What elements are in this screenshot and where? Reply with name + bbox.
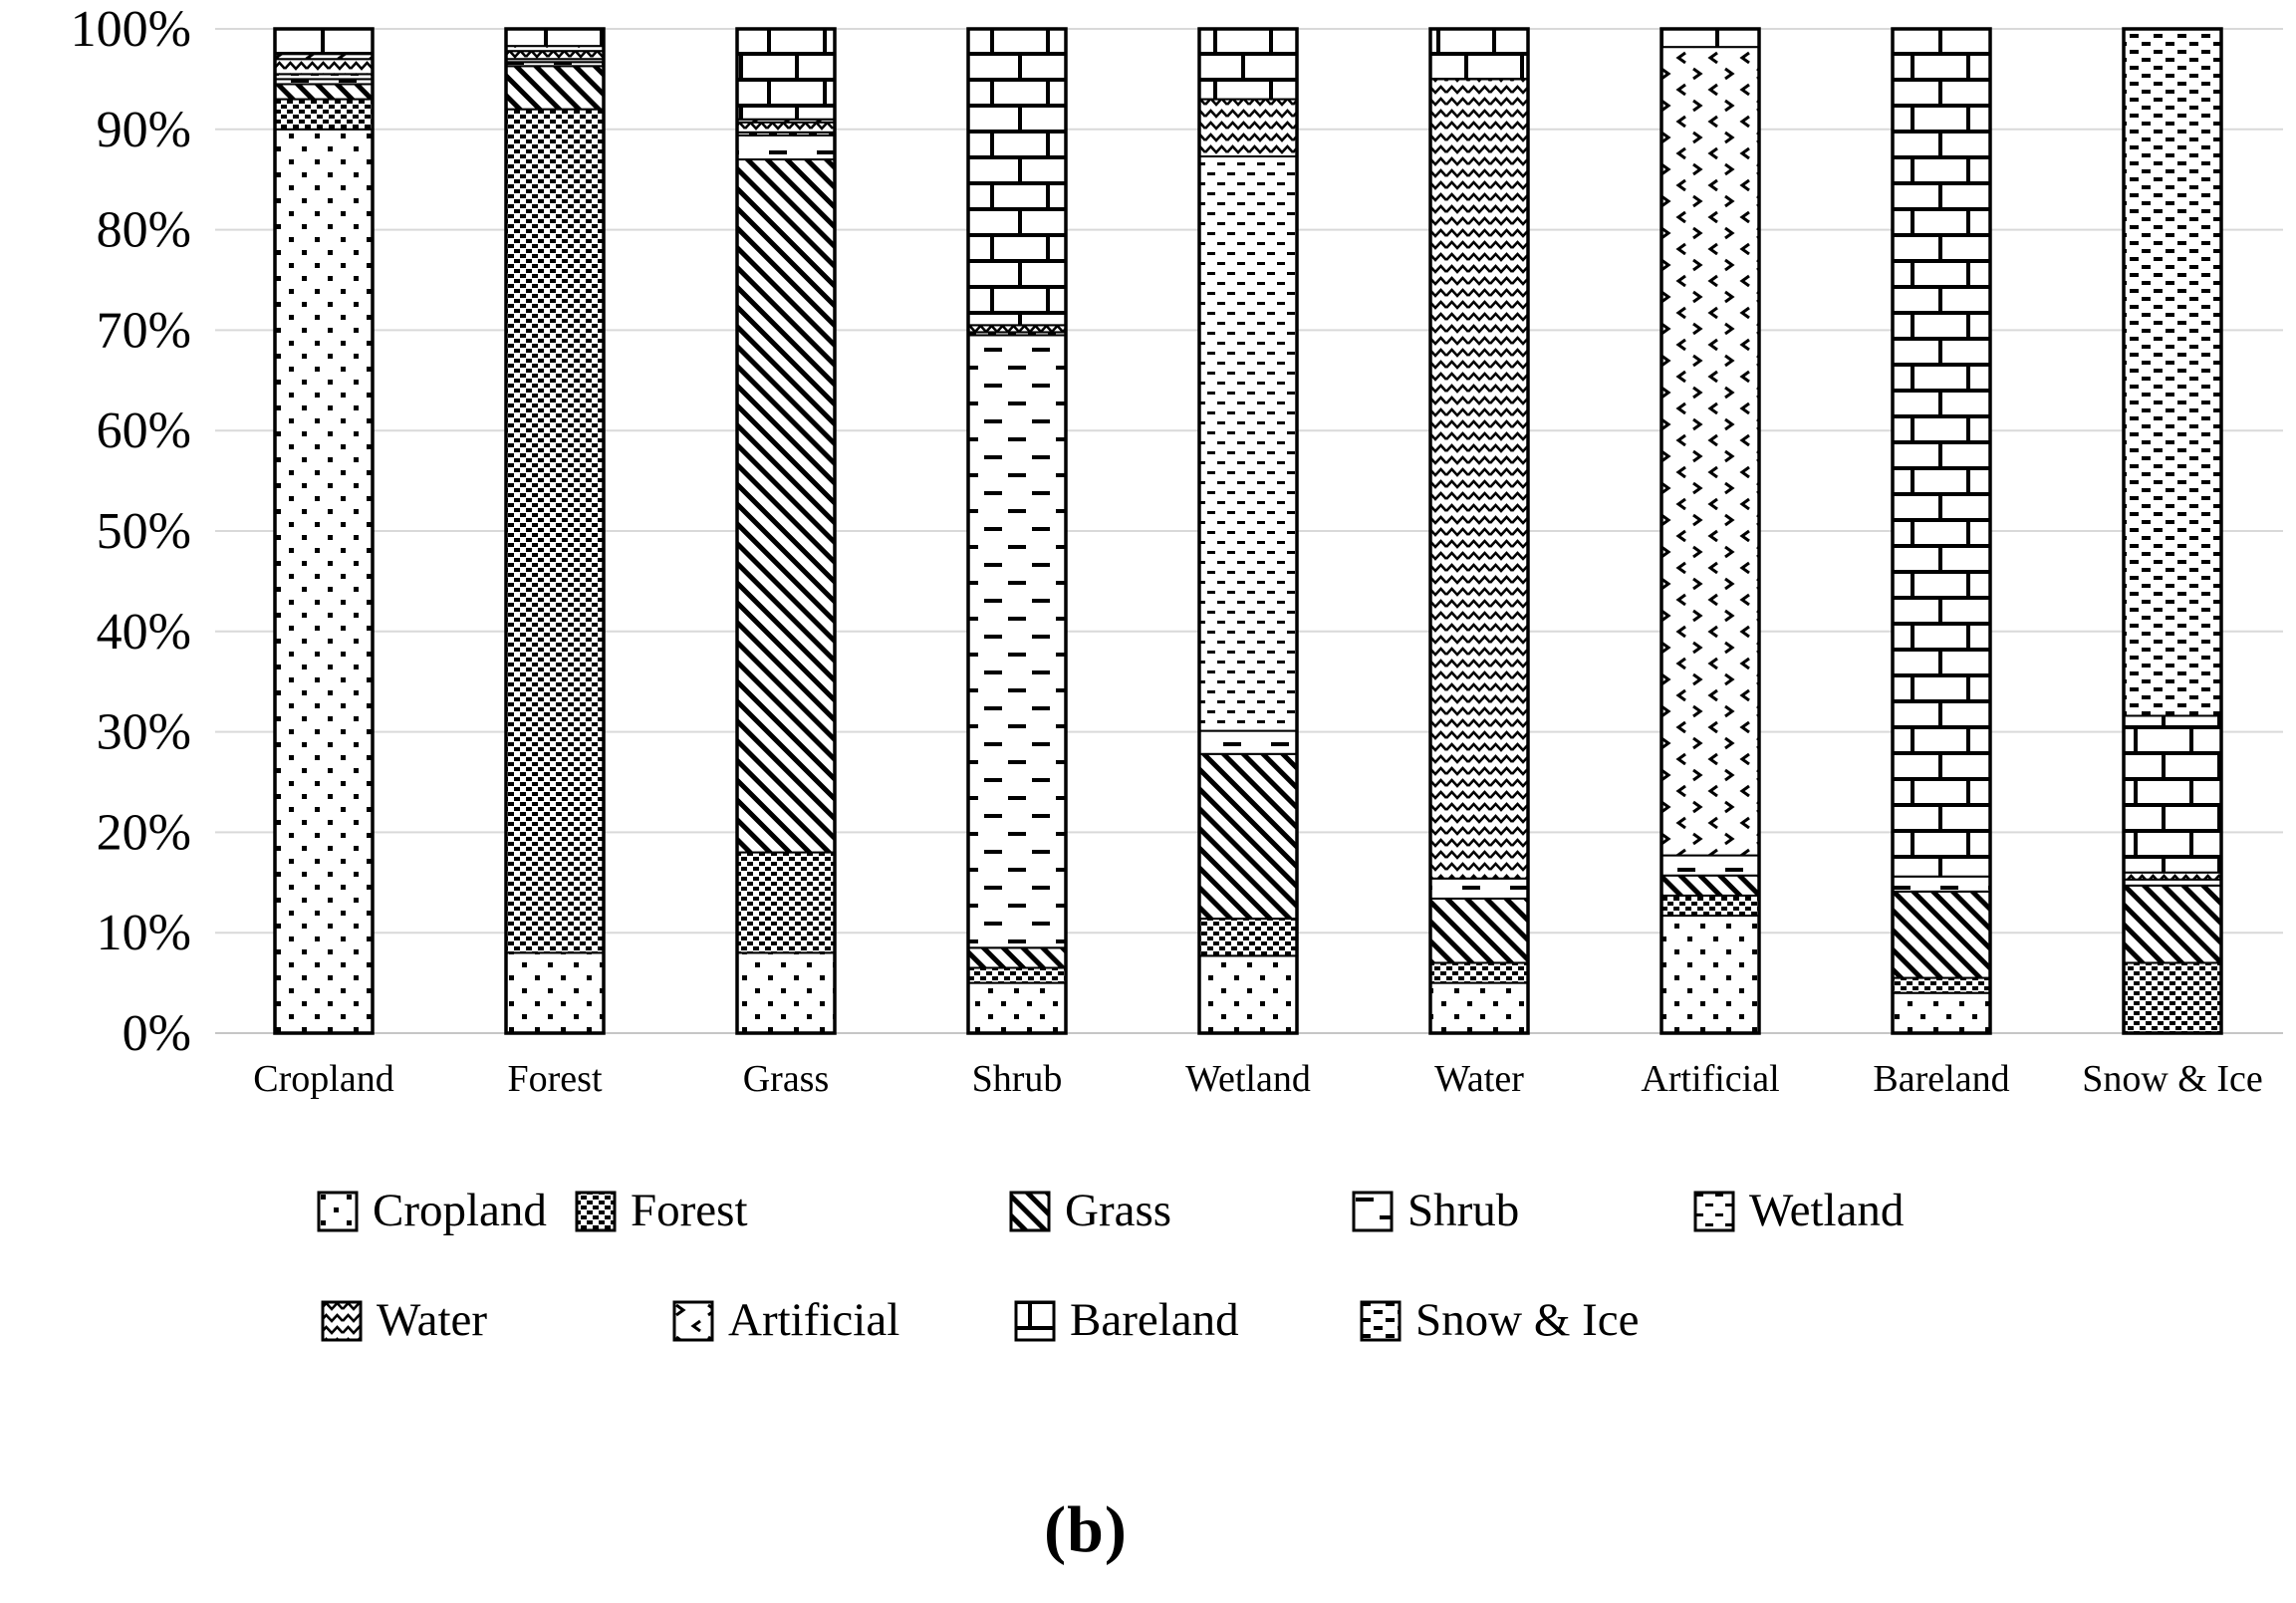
bar-segment-shrub-of-grass <box>736 134 836 161</box>
x-axis-labels: Cropland Forest Grass Shrub Wetland Water Arti… <box>253 1058 2262 1100</box>
bar-segment-grass-of-water <box>1429 897 1529 964</box>
bar-segment-snow-ice-of-snow-ice <box>2123 28 2222 717</box>
y-axis-tick-label: 80% <box>97 202 191 259</box>
bar-segment-bareland-of-snow-ice <box>2123 714 2222 874</box>
bar-outline-grass <box>735 27 837 1035</box>
bar-segment-bareland-of-shrub <box>967 28 1067 327</box>
bar-segment-forest-of-water <box>1429 961 1529 984</box>
x-axis-category-label: Shrub <box>972 1058 1063 1100</box>
y-axis-tick-label: 70% <box>97 302 191 359</box>
bar-segment-cropland-of-grass <box>736 951 836 1034</box>
bar-segment-shrub-of-artificial <box>1660 854 1760 877</box>
bar-segment-artificial-of-artificial <box>1660 46 1760 857</box>
bar-outline-snow-ice <box>2122 27 2223 1035</box>
y-axis-tick-label: 100% <box>71 1 191 58</box>
bar-outline-bareland <box>1891 27 1992 1035</box>
bar-segment-cropland-of-wetland <box>1198 954 1298 1034</box>
x-axis-category-label: Forest <box>508 1058 603 1100</box>
bar-outline-water <box>1428 27 1530 1035</box>
y-axis-tick-label: 90% <box>97 102 191 158</box>
bar-segment-shrub-of-bareland <box>1892 875 1991 893</box>
bar-segment-forest-of-forest <box>505 108 605 954</box>
bar-segment-bareland-of-forest <box>505 28 605 48</box>
y-axis-tick-label: 0% <box>123 1005 191 1062</box>
x-axis-category-label: Bareland <box>1873 1058 2009 1100</box>
bar-segment-forest-of-artificial <box>1660 894 1760 918</box>
y-axis-labels: 0% 10% 20% 30% 40% 50% 60% 70% 80% 90% 100% <box>71 1 191 1062</box>
bar-segment-forest-of-grass <box>736 851 836 954</box>
y-axis-tick-label: 40% <box>97 604 191 661</box>
bar-segment-grass-of-shrub <box>967 946 1067 969</box>
bar-segment-shrub-of-wetland <box>1198 729 1298 755</box>
bar-segment-grass-of-snow-ice <box>2123 884 2222 964</box>
y-axis-tick-label: 60% <box>97 402 191 459</box>
bar-segment-cropland-of-bareland <box>1892 991 1991 1034</box>
bar-segment-water-of-water <box>1429 78 1529 880</box>
bar-segment-shrub-of-shrub <box>967 334 1067 949</box>
bar-segment-shrub-of-water <box>1429 877 1529 900</box>
bar-segment-forest-of-snow-ice <box>2123 961 2222 1034</box>
x-axis-category-label: Water <box>1434 1058 1524 1100</box>
bar-segment-bareland-of-water <box>1429 28 1529 81</box>
x-axis-category-label: Cropland <box>253 1058 393 1100</box>
bar-outline-shrub <box>966 27 1068 1035</box>
bar-segment-grass-of-forest <box>505 65 605 111</box>
bar-segment-forest-of-wetland <box>1198 918 1298 957</box>
bar-segment-cropland-of-forest <box>505 951 605 1034</box>
bar-segment-water-of-cropland <box>274 58 374 76</box>
bar-segment-bareland-of-grass <box>736 28 836 121</box>
bar-segment-water-of-wetland <box>1198 98 1298 158</box>
x-axis-category-label: Grass <box>743 1058 830 1100</box>
x-axis-category-label: Artificial <box>1641 1058 1779 1100</box>
figure-caption: (b) <box>1044 1493 1128 1566</box>
bar-segment-grass-of-wetland <box>1198 752 1298 921</box>
bar-segment-bareland-of-cropland <box>274 28 374 56</box>
bar-segment-forest-of-shrub <box>967 966 1067 984</box>
bar-outline-forest <box>504 27 606 1035</box>
bar-segment-cropland-of-artificial <box>1660 915 1760 1035</box>
y-axis-tick-label: 50% <box>97 503 191 560</box>
bar-segment-cropland-of-cropland <box>274 128 374 1035</box>
bar-segment-grass-of-grass <box>736 158 836 854</box>
bar-outline-wetland <box>1197 27 1299 1035</box>
bar-segment-grass-of-cropland <box>274 83 374 101</box>
bar-segment-water-of-grass <box>736 121 836 134</box>
bar-segment-grass-of-bareland <box>1892 890 1991 979</box>
y-axis-tick-label: 30% <box>97 704 191 761</box>
y-axis-tick-label: 10% <box>97 905 191 961</box>
y-axis-tick-label: 20% <box>97 804 191 861</box>
x-axis-category-label: Snow & Ice <box>2082 1058 2263 1100</box>
bar-segment-bareland-of-wetland <box>1198 28 1298 101</box>
bar-segment-forest-of-cropland <box>274 98 374 131</box>
bar-segment-cropland-of-water <box>1429 981 1529 1034</box>
bar-outline-artificial <box>1659 27 1761 1035</box>
bar-segment-grass-of-artificial <box>1660 874 1760 897</box>
bars <box>273 27 2223 1035</box>
bar-segment-forest-of-bareland <box>1892 976 1991 994</box>
bar-segment-cropland-of-shrub <box>967 981 1067 1034</box>
bar-segment-wetland-of-wetland <box>1198 155 1298 732</box>
bar-segment-water-of-forest <box>505 50 605 61</box>
bar-outline-cropland <box>273 27 375 1035</box>
bar-segment-water-of-shrub <box>967 324 1067 334</box>
bar-segment-bareland-of-artificial <box>1660 28 1760 49</box>
bar-segment-water-of-snow-ice <box>2123 871 2222 881</box>
x-axis-category-label: Wetland <box>1185 1058 1311 1100</box>
bar-segment-bareland-of-bareland <box>1892 28 1991 878</box>
